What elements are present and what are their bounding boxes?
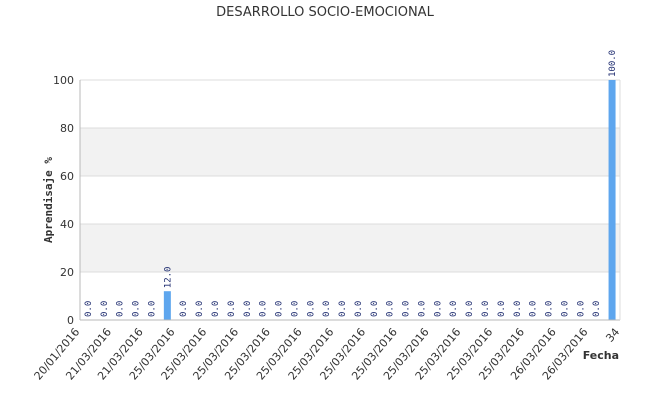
plot-band [80,224,620,272]
data-label: 0.0 [211,301,221,317]
data-label: 0.0 [560,301,570,317]
data-labels-group: 0.0 0.0 0.0 0.0 0.0 12.0 0.0 0.0 0.0 0.0 0.0 0.0 0.0… [84,50,618,317]
y-axis-label: Aprendisaje % [42,157,55,243]
y-tick-label: 60 [60,170,74,183]
data-label: 0.0 [116,301,126,317]
data-label: 0.0 [243,301,253,317]
data-label: 0.0 [195,301,205,317]
x-tick-label: 34 [603,326,622,345]
bar [608,80,616,320]
data-label: 0.0 [497,301,507,317]
axes [79,80,621,321]
data-label: 0.0 [481,301,491,317]
data-label: 0.0 [290,301,300,317]
data-label: 0.0 [576,301,586,317]
data-label: 100.0 [608,50,618,77]
data-label: 0.0 [179,301,189,317]
data-label: 0.0 [592,301,602,317]
data-label: 0.0 [513,301,523,317]
data-label: 0.0 [433,301,443,317]
x-tick-labels: 20/01/201621/03/201621/03/201625/03/2016… [32,326,623,383]
y-tick-label: 80 [60,122,74,135]
data-label: 0.0 [259,301,269,317]
plot-band [80,128,620,176]
y-tick-labels: 0 20 40 60 80 100 [53,74,74,327]
data-label: 0.0 [306,301,316,317]
data-label: 0.0 [449,301,459,317]
y-tick-label: 0 [67,314,74,327]
plot-bands [80,128,620,272]
y-tick-label: 40 [60,218,74,231]
data-label: 0.0 [370,301,380,317]
chart-title: DESARROLLO SOCIO-EMOCIONAL [216,5,434,20]
data-label: 0.0 [417,301,427,317]
data-label: 0.0 [322,301,332,317]
data-label: 0.0 [275,301,285,317]
data-label: 0.0 [100,301,110,317]
data-label: 0.0 [545,301,555,317]
x-axis-label: Fecha [583,349,619,362]
data-label: 0.0 [227,301,237,317]
data-label: 0.0 [338,301,348,317]
bar [163,291,171,320]
data-label: 0.0 [132,301,142,317]
data-label: 0.0 [529,301,539,317]
data-label: 0.0 [84,301,94,317]
data-label: 12.0 [163,267,173,289]
y-tick-label: 100 [53,74,74,87]
data-label: 0.0 [147,301,157,317]
data-label: 0.0 [354,301,364,317]
data-label: 0.0 [465,301,475,317]
gridlines [80,79,620,321]
y-tick-label: 20 [60,266,74,279]
data-label: 0.0 [402,301,412,317]
data-label: 0.0 [386,301,396,317]
bars-group [163,80,616,320]
